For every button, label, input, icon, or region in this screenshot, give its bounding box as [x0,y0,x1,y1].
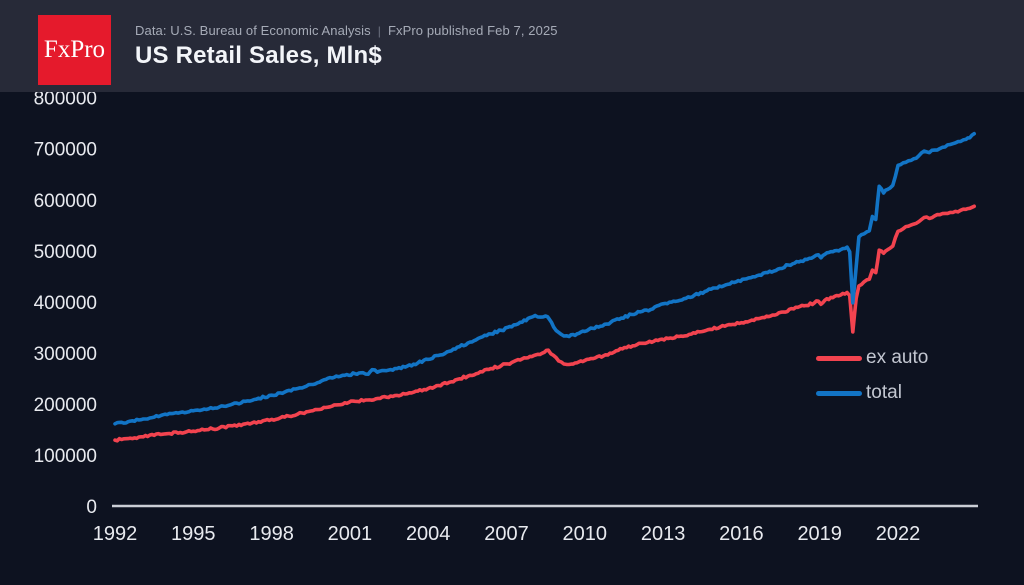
fxpro-logo: FxPro [38,15,111,85]
series-line-total [113,131,977,426]
x-axis-tick-label: 1998 [249,523,294,545]
y-axis-tick-label: 700000 [34,140,97,161]
header-bar: FxPro Data: U.S. Bureau of Economic Anal… [0,0,1024,92]
legend-label-total: total [866,382,902,403]
y-axis-tick-label: 800000 [34,89,97,110]
series-line-ex-auto [113,204,977,443]
x-axis-tick-label: 1995 [171,523,216,545]
ex-auto-line-swatch [816,355,862,361]
y-axis-tick-label: 500000 [34,242,97,263]
x-axis-tick-label: 2022 [876,523,921,545]
y-axis-tick-label: 100000 [34,446,97,467]
x-axis-tick-label: 2013 [641,523,686,545]
x-axis-tick-label: 2001 [328,523,373,545]
separator-bar: | [377,24,381,38]
source-line: Data: U.S. Bureau of Economic Analysis | F… [135,23,558,38]
y-axis-tick-label: 400000 [34,293,97,314]
published-text: FxPro published Feb 7, 2025 [387,23,558,38]
legend-label-ex-auto: ex auto [866,347,929,368]
y-axis-tick-label: 0 [86,497,97,518]
data-source-text: Data: U.S. Bureau of Economic Analysis [135,23,371,38]
x-axis-tick-label: 2004 [406,523,451,545]
fxpro-logo-text: FxPro [43,36,106,63]
x-axis-tick-label: 2016 [719,523,764,545]
legend: ex auto total [816,347,928,417]
total-line-swatch [816,390,862,396]
x-axis-tick-label: 2019 [797,523,842,545]
legend-item-total: total [816,382,928,404]
x-axis-tick-label: 1992 [93,523,138,545]
x-axis-tick-label: 2010 [563,523,608,545]
chart-title: US Retail Sales, Mln$ [135,42,382,69]
y-axis-tick-label: 200000 [34,395,97,416]
y-axis-tick-label: 300000 [34,344,97,365]
legend-item-ex-auto: ex auto [816,347,928,369]
y-axis-tick-label: 600000 [34,191,97,212]
x-axis-tick-label: 2007 [484,523,529,545]
